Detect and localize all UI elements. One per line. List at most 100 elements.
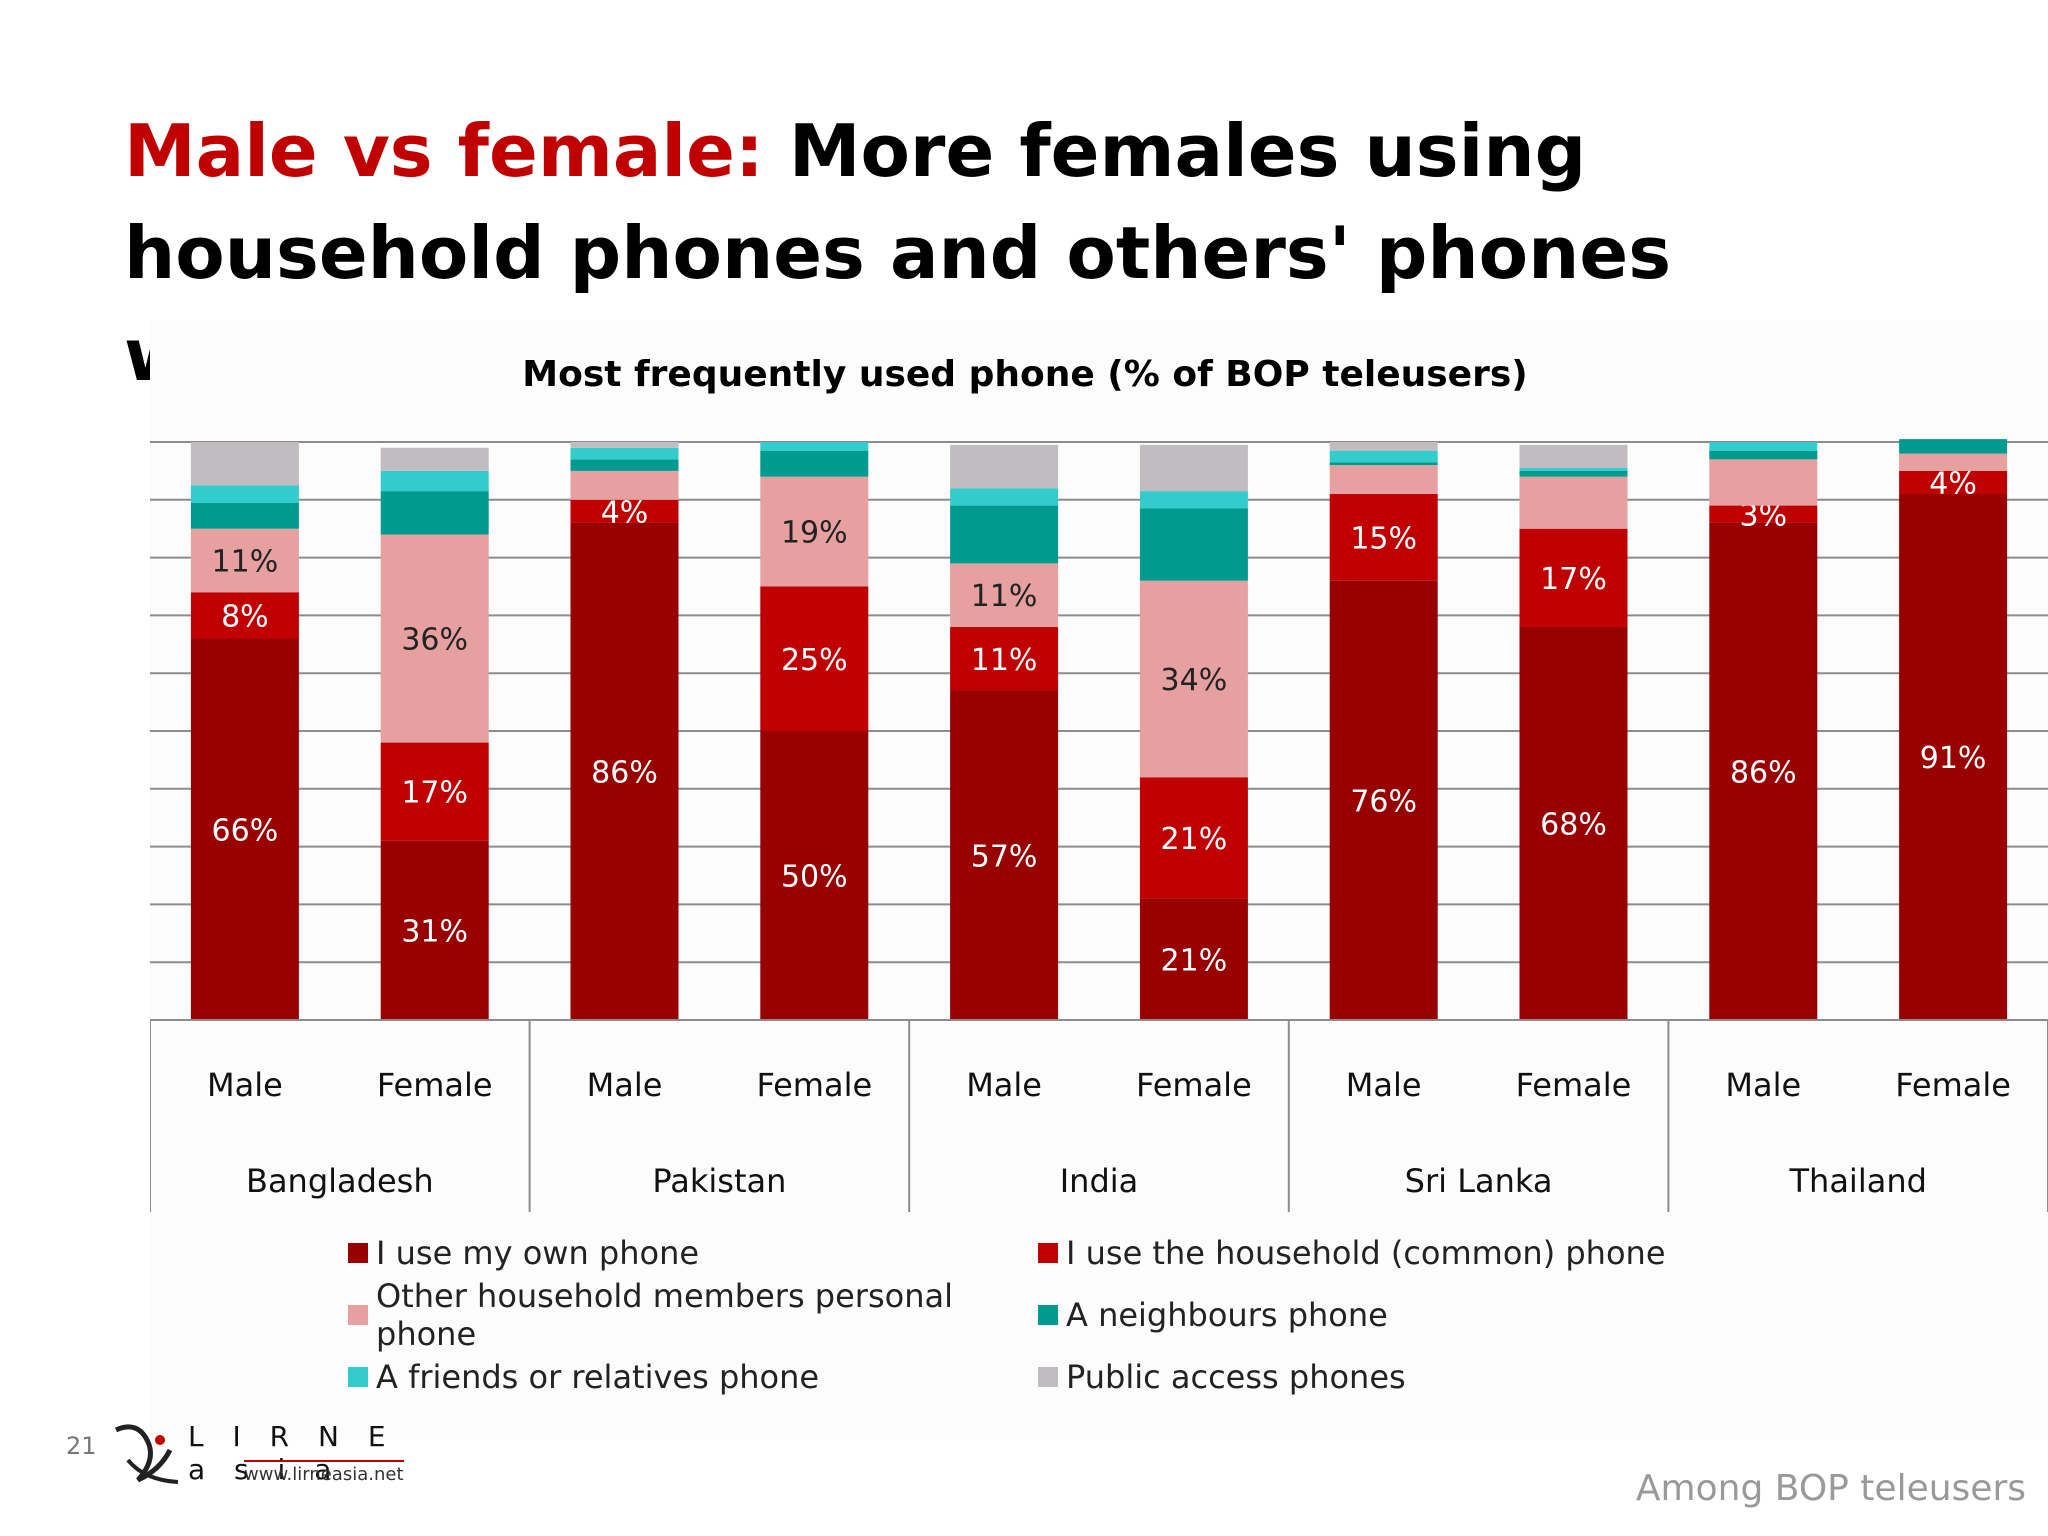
bar-segment xyxy=(760,476,869,587)
data-label: 91% xyxy=(1920,741,1987,776)
bar-segment xyxy=(950,563,1059,627)
data-label: 11% xyxy=(971,579,1038,614)
legend-item: Public access phones xyxy=(1038,1356,1728,1398)
bar-segment xyxy=(1329,450,1438,463)
logo-wordmark: L I R N E a s i a xyxy=(188,1420,396,1486)
legend-swatch xyxy=(348,1367,368,1387)
chart-legend: I use my own phone I use the household (c… xyxy=(348,1232,1748,1398)
stacked-bar-chart: Most frequently used phone (% of BOP tel… xyxy=(150,354,2048,1212)
bar-segment xyxy=(1519,528,1628,627)
bar-segment xyxy=(190,528,299,593)
x-tick-label: Female xyxy=(377,1066,493,1104)
bar-segment xyxy=(1899,494,2008,1020)
chart-area: Most frequently used phone (% of BOP tel… xyxy=(150,320,2048,1440)
bar-segment xyxy=(380,447,489,471)
legend-label: A friends or relatives phone xyxy=(376,1358,820,1396)
bar-segment xyxy=(1709,442,1818,451)
bar-segment xyxy=(190,442,299,486)
page-number: 21 xyxy=(66,1432,97,1460)
data-label: 86% xyxy=(1730,755,1797,790)
bar-segment xyxy=(1899,470,2008,495)
group-label: Thailand xyxy=(1788,1162,1926,1200)
legend-item: Other household members personal phone xyxy=(348,1277,1038,1353)
data-label: 17% xyxy=(401,776,468,811)
data-label: 68% xyxy=(1540,807,1607,842)
group-label: India xyxy=(1060,1162,1139,1200)
lirneasia-logo: L I R N E a s i a www.lirneasia.net xyxy=(108,1420,408,1490)
x-tick-label: Male xyxy=(966,1066,1042,1104)
bar-segment xyxy=(190,502,299,529)
legend-item: I use my own phone xyxy=(348,1232,1038,1274)
bar-segment xyxy=(1139,898,1248,1020)
bar-segment xyxy=(1329,494,1438,581)
data-label: 66% xyxy=(212,813,279,848)
logo-url: www.lirneasia.net xyxy=(244,1460,404,1485)
bar-segment xyxy=(1329,465,1438,495)
x-tick-label: Male xyxy=(1725,1066,1801,1104)
bar-segment xyxy=(760,442,869,451)
slide-title-accent: Male vs female: xyxy=(124,109,764,193)
bar-segment xyxy=(380,742,489,841)
data-label: 8% xyxy=(221,599,269,634)
legend-label: Other household members personal phone xyxy=(376,1277,953,1353)
bar-segment xyxy=(760,586,869,731)
bar-segment xyxy=(1709,450,1818,460)
legend-label: I use the household (common) phone xyxy=(1066,1234,1666,1272)
data-label: 4% xyxy=(601,495,649,530)
bar-segment xyxy=(190,592,299,639)
bar-segment xyxy=(570,499,679,523)
bar-segment xyxy=(380,840,489,1020)
bar-segment xyxy=(1139,580,1248,778)
data-label: 19% xyxy=(781,516,848,551)
data-label: 11% xyxy=(971,643,1038,678)
legend-item: A friends or relatives phone xyxy=(348,1356,1038,1398)
bar-segment xyxy=(380,470,489,492)
legend-label: Public access phones xyxy=(1066,1358,1406,1396)
bar-segment xyxy=(950,444,1059,489)
x-tick-label: Female xyxy=(1136,1066,1252,1104)
data-label: 21% xyxy=(1161,822,1228,857)
bar-segment xyxy=(1709,505,1818,523)
bar-segment xyxy=(1329,462,1438,466)
data-label: 50% xyxy=(781,860,848,895)
x-tick-label: Female xyxy=(1516,1066,1632,1104)
legend-swatch xyxy=(1038,1305,1058,1325)
data-label: 4% xyxy=(1929,466,1977,501)
data-label: 76% xyxy=(1350,784,1417,819)
bar-segment xyxy=(570,447,679,460)
data-label: 11% xyxy=(212,544,279,579)
bar-segment xyxy=(1139,444,1248,492)
bar-segment xyxy=(1329,442,1438,451)
bar-segment xyxy=(950,690,1059,1020)
bar-segment xyxy=(380,491,489,535)
data-label: 15% xyxy=(1350,521,1417,556)
legend-label: I use my own phone xyxy=(376,1234,700,1272)
bar-segment xyxy=(1709,459,1818,506)
legend-item: I use the household (common) phone xyxy=(1038,1232,1728,1274)
bar-segment xyxy=(380,534,489,743)
x-tick-label: Female xyxy=(756,1066,872,1104)
data-label: 34% xyxy=(1161,663,1228,698)
bar-segment xyxy=(570,442,679,448)
data-label: 25% xyxy=(781,643,848,678)
bar-segment xyxy=(570,522,679,1020)
bar-segment xyxy=(950,488,1059,506)
data-label: 57% xyxy=(971,839,1038,874)
bar-segment xyxy=(950,626,1059,691)
x-tick-label: Female xyxy=(1895,1066,2011,1104)
bar-segment xyxy=(190,485,299,503)
bar-segment xyxy=(570,470,679,500)
legend-swatch xyxy=(1038,1243,1058,1263)
data-label: 36% xyxy=(401,623,468,658)
bar-segment xyxy=(1899,439,2008,454)
bar-segment xyxy=(1519,626,1628,1020)
logo-swirl-icon xyxy=(114,1424,179,1484)
legend-label: A neighbours phone xyxy=(1066,1296,1388,1334)
legend-swatch xyxy=(348,1305,368,1325)
bar-segment xyxy=(1519,476,1628,529)
bar-segment xyxy=(1709,522,1818,1020)
data-label: 17% xyxy=(1540,562,1607,597)
x-tick-label: Male xyxy=(587,1066,663,1104)
group-label: Pakistan xyxy=(652,1162,786,1200)
bar-segment xyxy=(1519,468,1628,471)
